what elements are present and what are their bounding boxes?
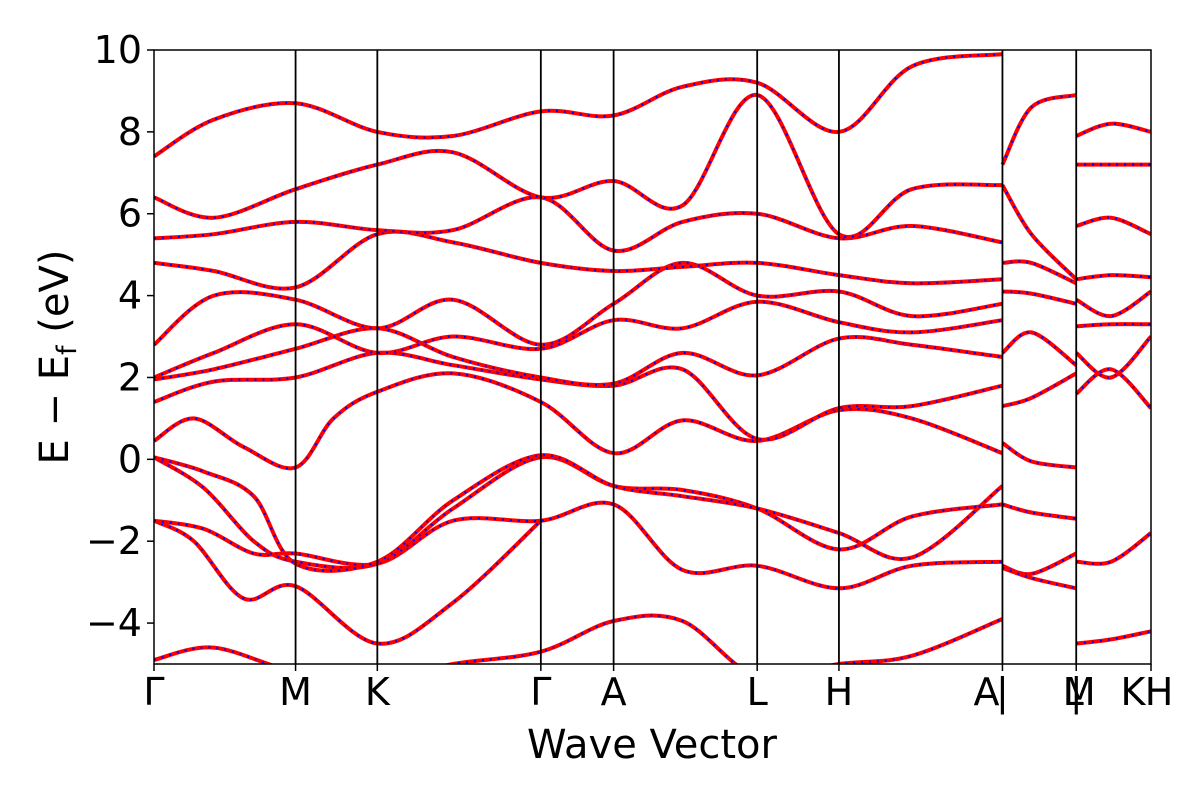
high-symmetry-lines <box>294 50 1078 664</box>
x-tick-label: M <box>1063 670 1096 714</box>
band-line-wannier-15 <box>1001 93 1077 166</box>
band-line-dft-17 <box>1002 259 1078 286</box>
x-tick-separator: | <box>1070 670 1083 715</box>
band-line-dft-32 <box>1074 367 1151 410</box>
band-line-wannier-29 <box>1075 290 1151 318</box>
y-axis-title-subscript: f <box>52 344 83 355</box>
band-line-dft-21 <box>1001 441 1077 470</box>
band-line-wannier-2 <box>154 519 542 645</box>
band-line-wannier-22 <box>1002 503 1077 520</box>
band-line-wannier-25 <box>1075 122 1151 138</box>
x-tick-label: L <box>747 670 768 714</box>
y-tick-label: −4 <box>86 601 142 645</box>
x-tick-label: A <box>973 670 999 714</box>
x-tick-label: K <box>365 670 391 714</box>
x-axis-title: Wave Vector <box>527 722 778 768</box>
y-axis-title-unit: (eV) <box>32 250 78 346</box>
x-tick-label: H <box>825 670 854 714</box>
band-line-wannier-1 <box>154 614 1003 664</box>
x-tick-label: K <box>1121 670 1147 714</box>
band-line-wannier-13 <box>154 93 1003 238</box>
y-tick-label: 2 <box>118 355 142 399</box>
x-tick-separator: | <box>996 670 1009 715</box>
band-line-dft-14 <box>154 52 1003 159</box>
y-axis-title: E − Ef (eV) <box>32 250 83 465</box>
band-line-wannier-24 <box>1002 566 1077 590</box>
x-axis-ticks: Γ M K Γ A L H A| LM| K H <box>143 664 1173 715</box>
band-line-dft-28 <box>1075 273 1151 282</box>
y-tick-label: −2 <box>86 519 142 563</box>
band-line-dft-20 <box>1001 371 1078 409</box>
band-line-dft-34 <box>1075 629 1151 646</box>
x-tick-label: M <box>279 670 312 714</box>
band-line-dft-31 <box>1074 335 1151 380</box>
y-tick-label: 0 <box>118 437 142 481</box>
x-tick-label: Γ <box>143 670 164 714</box>
band-line-wannier-16 <box>1001 184 1077 280</box>
band-line-dft-30 <box>1076 322 1151 329</box>
band-line-wannier-33 <box>1076 532 1151 565</box>
y-tick-label: 8 <box>118 110 142 154</box>
band-line-wannier-12 <box>154 196 1003 253</box>
band-line-wannier-19 <box>1001 331 1077 367</box>
y-tick-label: 10 <box>94 28 142 72</box>
x-tick-label: Γ <box>530 670 551 714</box>
band-line-wannier-18 <box>1002 290 1077 305</box>
band-line-wannier-30 <box>1076 323 1151 328</box>
y-tick-label: 4 <box>118 274 142 318</box>
plot-frame <box>153 49 1152 665</box>
y-tick-label: 6 <box>118 192 142 236</box>
band-line-wannier-5 <box>154 454 1004 572</box>
band-line-dft-9 <box>154 299 1003 380</box>
band-line-wannier-6 <box>154 372 1003 470</box>
band-line-wannier-27 <box>1075 216 1151 236</box>
y-axis-title-main: E − E <box>32 355 78 465</box>
x-tick-label: L <box>1063 670 1084 714</box>
y-axis-ticks: −4 −2 0 2 4 6 8 10 <box>86 28 154 645</box>
x-tick-label: A <box>601 670 627 714</box>
x-tick-label: H <box>1145 670 1174 714</box>
band-line-wannier-10 <box>154 261 1003 346</box>
